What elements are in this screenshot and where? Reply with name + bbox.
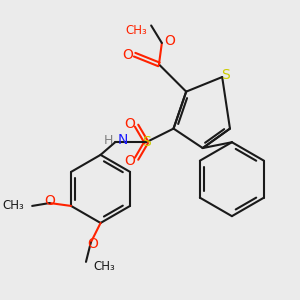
Text: O: O — [44, 194, 55, 208]
Text: CH₃: CH₃ — [3, 200, 24, 212]
Text: H: H — [104, 134, 113, 147]
Text: N: N — [118, 133, 128, 147]
Text: CH₃: CH₃ — [94, 260, 116, 273]
Text: O: O — [124, 154, 135, 168]
Text: O: O — [87, 237, 98, 251]
Text: O: O — [164, 34, 175, 48]
Text: CH₃: CH₃ — [125, 24, 147, 37]
Text: S: S — [221, 68, 230, 82]
Text: O: O — [122, 48, 133, 62]
Text: S: S — [142, 135, 151, 149]
Text: O: O — [124, 117, 135, 131]
